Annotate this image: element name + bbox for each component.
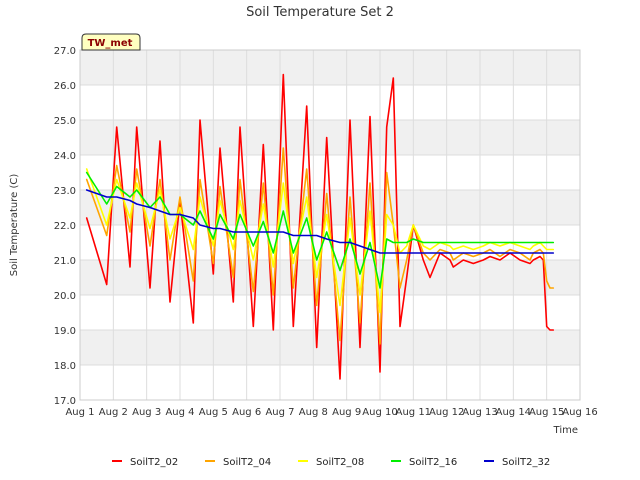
- background-band: [80, 365, 580, 400]
- y-tick-label: 26.0: [54, 81, 76, 92]
- y-axis-label: Soil Temperature (C): [9, 174, 20, 277]
- background-band: [80, 295, 580, 330]
- y-tick-label: 23.0: [54, 186, 76, 197]
- x-tick-label: Aug 6: [232, 407, 261, 418]
- y-axis: 17.0 18.0 19.0 20.0 21.0 22.0 23.0 24.0 25.0 26.0…: [54, 46, 76, 407]
- y-tick-label: 22.0: [54, 221, 76, 232]
- series-line-soilt2_16: [85, 171, 555, 289]
- x-axis: Aug 1 Aug 2 Aug 3 Aug 4 Aug 5 Aug 6 Aug 7 Aug 8…: [65, 407, 597, 418]
- legend-label: SoilT2_32: [502, 457, 550, 468]
- background-band: [80, 330, 580, 365]
- plot-frame: [79, 49, 581, 401]
- series-layer: [85, 73, 555, 380]
- x-tick-label: Aug 9: [332, 407, 361, 418]
- series-line-soilt2_08: [85, 168, 555, 314]
- x-tick-label: Aug 13: [462, 407, 497, 418]
- y-tick-label: 27.0: [54, 46, 76, 57]
- x-tick-label: Aug 5: [199, 407, 228, 418]
- background-band: [80, 85, 580, 120]
- x-axis-label: Time: [553, 425, 578, 436]
- x-tick-label: Aug 4: [165, 407, 194, 418]
- x-tick-label: Aug 1: [65, 407, 94, 418]
- x-tick-label: Aug 3: [132, 407, 161, 418]
- x-tick-label: Aug 10: [362, 407, 397, 418]
- legend: SoilT2_02 SoilT2_04 SoilT2_08 SoilT2_16 Soil…: [112, 457, 550, 468]
- x-tick-label: Aug 16: [562, 407, 597, 418]
- y-tick-label: 21.0: [54, 256, 76, 267]
- x-tick-label: Aug 14: [496, 407, 531, 418]
- legend-label: SoilT2_02: [130, 457, 178, 468]
- background-band: [80, 260, 580, 295]
- y-tick-label: 25.0: [54, 116, 76, 127]
- site-label: TW_met: [88, 38, 133, 49]
- y-tick-label: 19.0: [54, 326, 76, 337]
- series-line-soilt2_02: [85, 73, 555, 380]
- x-tick-label: Aug 8: [299, 407, 328, 418]
- x-tick-label: Aug 12: [429, 407, 464, 418]
- x-tick-label: Aug 2: [99, 407, 128, 418]
- legend-label: SoilT2_04: [223, 457, 271, 468]
- chart-title: Soil Temperature Set 2: [246, 5, 394, 20]
- x-tick-label: Aug 15: [529, 407, 564, 418]
- series-line-soilt2_32: [85, 189, 555, 254]
- y-tick-label: 17.0: [54, 396, 76, 407]
- y-tick-label: 24.0: [54, 151, 76, 162]
- site-label-box: TW_met: [81, 33, 141, 51]
- x-tick-label: Aug 7: [265, 407, 294, 418]
- legend-label: SoilT2_16: [409, 457, 457, 468]
- background-band: [80, 50, 580, 85]
- x-tick-label: Aug 11: [396, 407, 431, 418]
- y-tick-label: 20.0: [54, 291, 76, 302]
- background-band: [80, 120, 580, 155]
- y-tick-label: 18.0: [54, 361, 76, 372]
- legend-label: SoilT2_08: [316, 457, 364, 468]
